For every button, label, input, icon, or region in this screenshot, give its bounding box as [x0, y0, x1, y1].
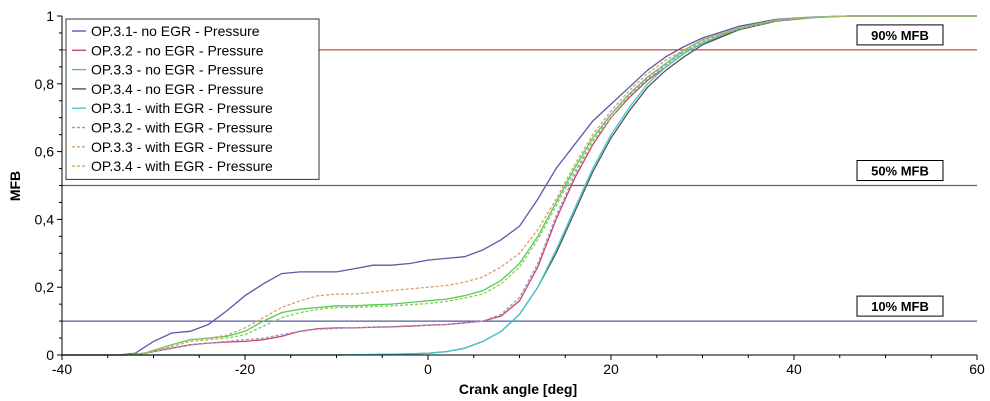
y-tick-label: 0,4: [35, 211, 55, 227]
legend-label-8: OP.3.4 - with EGR - Pressure: [91, 158, 273, 174]
reference-label-50-mfb: 50% MFB: [871, 164, 929, 179]
legend-box: [65, 18, 320, 180]
x-tick-label: 40: [786, 361, 802, 377]
legend-label-2: OP.3.2 - no EGR - Pressure: [91, 42, 264, 58]
reference-label-box-90: [856, 24, 944, 46]
legend-label-4: OP.3.4 - no EGR - Pressure: [91, 81, 264, 97]
reference-label-10-mfb: 10% MFB: [871, 299, 929, 314]
reference-label-box-10: [856, 295, 944, 317]
x-axis-title: Crank angle [deg]: [459, 381, 577, 397]
y-tick-label: 0,8: [35, 76, 55, 92]
y-tick-label: 0,2: [35, 279, 55, 295]
series-layer: [62, 15, 977, 356]
x-tick-label: 60: [969, 361, 985, 377]
legend-label-6: OP.3.2 - with EGR - Pressure: [91, 120, 273, 136]
series-line-1: [62, 15, 977, 356]
reference-labels: 90% MFB 50% MFB 10% MFB: [856, 24, 944, 317]
legend-label-1: OP.3.1- no EGR - Pressure: [91, 23, 260, 39]
legend-label-3: OP.3.3 - no EGR - Pressure: [91, 62, 264, 78]
series-line-3: [62, 15, 977, 356]
reference-label-90-mfb: 90% MFB: [871, 28, 929, 43]
legend-label-5: OP.3.1 - with EGR - Pressure: [91, 100, 273, 116]
series-line-7: [62, 15, 977, 356]
x-tick-label: -40: [52, 361, 72, 377]
legend-label-7: OP.3.3 - with EGR - Pressure: [91, 139, 273, 155]
y-tick-label: 0: [46, 347, 54, 363]
reference-label-box-50: [856, 160, 944, 181]
y-tick-label: 0,6: [35, 144, 55, 160]
y-axis-title: MFB: [7, 171, 23, 201]
legend: OP.3.1- no EGR - Pressure OP.3.2 - no EGR…: [65, 18, 320, 180]
y-tick-label: 1: [46, 8, 54, 24]
x-tick-label: -20: [235, 361, 255, 377]
x-tick-label: 20: [603, 361, 619, 377]
series-line-8: [62, 15, 977, 356]
ticks: -40 -20 0 20 40 60 0 0,2 0,4 0,6 0,8 1: [35, 8, 985, 377]
x-tick-label: 0: [424, 361, 432, 377]
